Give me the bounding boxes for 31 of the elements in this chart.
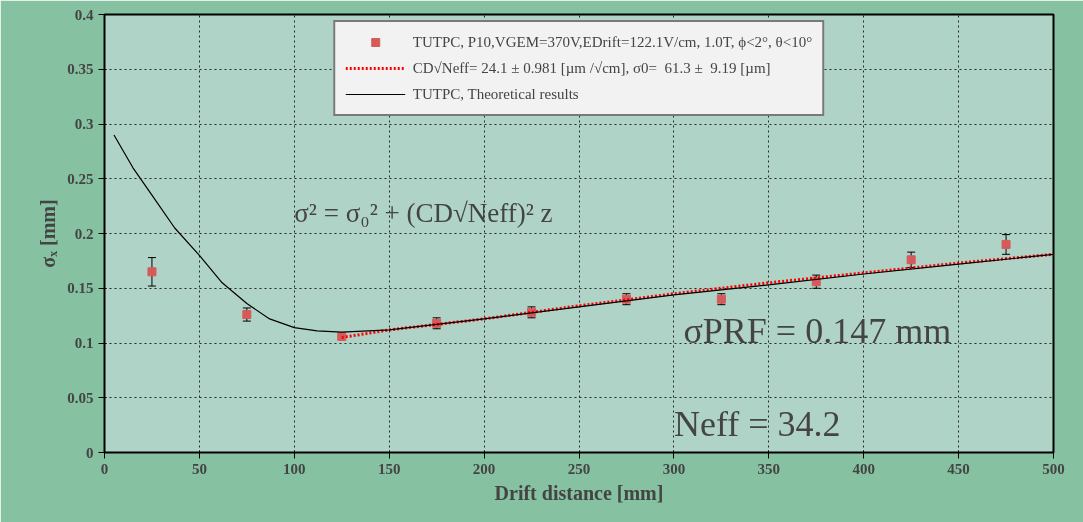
point (1001, 239, 1011, 249)
x-tick-label: 50 (191, 460, 207, 477)
x-tick-label: 400 (852, 460, 875, 477)
point (147, 267, 157, 277)
x-tick-label: 450 (947, 460, 970, 477)
y-tick-label: 0.05 (67, 389, 94, 406)
x-tick-label: 250 (567, 460, 591, 477)
x-tick-label: 300 (662, 460, 686, 477)
x-tick-label: 500 (1042, 460, 1065, 477)
y-tick-label: 0.3 (74, 116, 94, 132)
annotation: σ² = σ₀² + (CD√Neff)² z (294, 198, 553, 229)
x-tick-label: 350 (757, 460, 781, 477)
y-tick-label: 0 (86, 444, 94, 461)
x-tick-label: 100 (283, 460, 306, 477)
y-tick-label: 0.25 (67, 170, 94, 187)
x-axis-title: Drift distance [mm] (494, 481, 664, 504)
x-tick-label: 0 (100, 460, 109, 477)
point (906, 255, 916, 265)
x-tick-label: 200 (472, 460, 496, 477)
y-tick-label: 0.2 (74, 225, 94, 242)
annotation: σPRF = 0.147 mm (683, 310, 952, 351)
y-axis-title: σₓ [mm] (37, 199, 60, 268)
x-tick-label: 150 (377, 460, 401, 477)
legend-label: TUTPC, P10,VGEM=370V,EDrift=122.1V/cm, 1.0T, ϕ<2°, θ<10° (412, 33, 813, 51)
legend-label: CD√Neff= 24.1 ± 0.981 [µm /√cm], σ0= 61.3 ± 9.19 [µm] (412, 59, 771, 77)
annotation: Neff = 34.2 (673, 403, 841, 444)
y-tick-label: 0.15 (67, 280, 94, 297)
y-tick-label: 0.4 (74, 6, 94, 23)
legend-label: TUTPC, Theoretical results (412, 85, 579, 103)
y-tick-label: 0.35 (67, 61, 94, 78)
y-tick-label: 0.1 (74, 335, 94, 351)
